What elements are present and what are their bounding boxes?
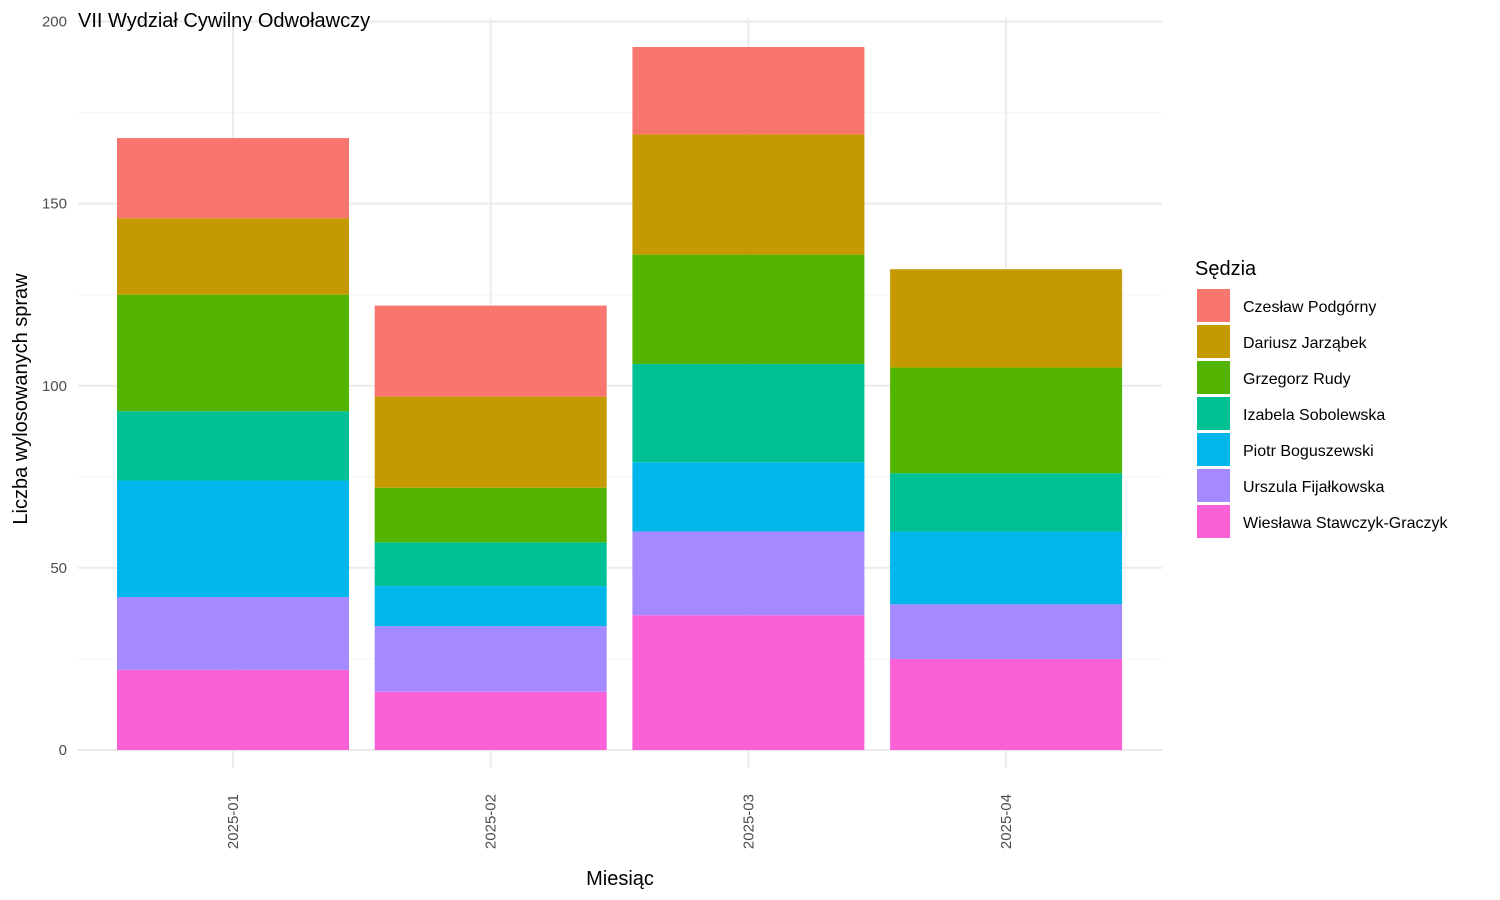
bar-segment	[374, 691, 607, 750]
chart-title: VII Wydział Cywilny Odwoławczy	[78, 10, 370, 32]
legend: Sędzia Czesław Podgórny Dariusz Jarząbek G…	[1195, 258, 1448, 538]
bar-segment	[632, 134, 865, 255]
bar-segment	[117, 480, 349, 598]
bar-segment	[632, 531, 865, 616]
bar-segment	[632, 46, 865, 135]
legend-label: Grzegorz Rudy	[1243, 371, 1351, 388]
bar-segment	[117, 411, 349, 481]
bar-segment	[632, 363, 865, 463]
legend-label: Izabela Sobolewska	[1243, 407, 1385, 424]
x-tick-label: 2025-02	[483, 794, 500, 849]
legend-label: Wiesława Stawczyk-Graczyk	[1243, 515, 1448, 532]
legend-label: Piotr Boguszewski	[1243, 443, 1374, 460]
bar-segment	[374, 542, 607, 587]
bar-segment	[374, 487, 607, 543]
bars	[117, 46, 1123, 750]
bar-segment	[117, 294, 349, 412]
legend-label: Dariusz Jarząbek	[1243, 335, 1368, 352]
bar-segment	[890, 473, 1123, 532]
y-tick-label: 150	[42, 196, 67, 213]
bar-segment	[374, 586, 607, 627]
bar-segment	[117, 669, 349, 750]
bar-segment	[117, 597, 349, 670]
y-axis-ticks: 0 50 100 150 200	[42, 14, 67, 760]
legend-swatch	[1197, 469, 1230, 502]
bar-segment	[890, 367, 1123, 474]
bar-segment	[890, 269, 1123, 368]
legend-label: Urszula Fijałkowska	[1243, 479, 1384, 496]
legend-swatch	[1197, 505, 1230, 538]
y-tick-label: 0	[59, 742, 67, 759]
bar-segment	[890, 658, 1123, 750]
legend-swatch	[1197, 433, 1230, 466]
bar-segment	[117, 218, 349, 295]
x-tick-label: 2025-03	[740, 794, 757, 849]
bar-segment	[890, 531, 1123, 605]
bar-segment	[374, 396, 607, 488]
x-tick-label: 2025-04	[998, 794, 1015, 849]
bar-segment	[632, 615, 865, 750]
bar-segment	[374, 305, 607, 397]
legend-label: Czesław Podgórny	[1243, 299, 1376, 316]
y-tick-label: 100	[42, 378, 67, 395]
y-axis-title: Liczba wylosowanych spraw	[10, 273, 32, 525]
legend-swatch	[1197, 289, 1230, 322]
legend-title: Sędzia	[1195, 258, 1257, 280]
y-tick-label: 50	[50, 560, 67, 577]
bar-segment	[117, 138, 349, 219]
bar-segment	[374, 626, 607, 692]
legend-swatch	[1197, 325, 1230, 358]
bar-segment	[632, 462, 865, 532]
legend-swatch	[1197, 361, 1230, 394]
bar-segment	[632, 254, 865, 364]
x-axis-ticks: 2025-01 2025-02 2025-03 2025-04	[225, 794, 1015, 849]
x-axis-title: Miesiąc	[586, 868, 654, 890]
x-tick-label: 2025-01	[225, 794, 242, 849]
bar-segment	[890, 604, 1123, 659]
legend-swatch	[1197, 397, 1230, 430]
y-tick-label: 200	[42, 14, 67, 31]
